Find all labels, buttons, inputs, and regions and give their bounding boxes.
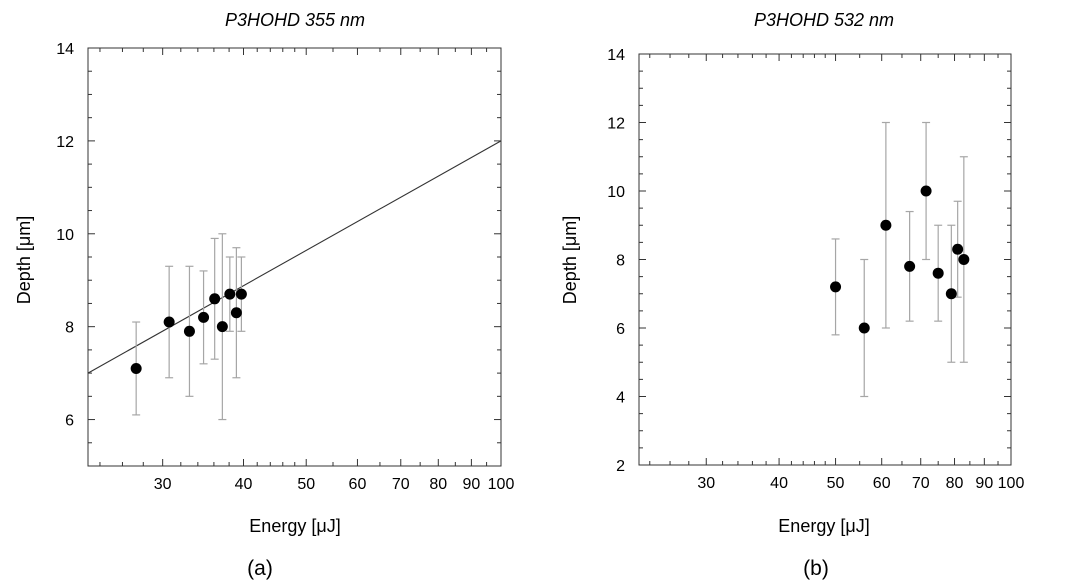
chart-b-y-tick-label: 2 [616,458,625,475]
chart-a-data-point [236,289,247,300]
chart-a-data-point [131,363,142,374]
chart-b-data-point [933,268,944,279]
chart-b-x-tick-label: 80 [946,475,964,492]
chart-b-title: P3HOHD 532 nm [754,10,894,30]
chart-a-x-tick-label: 100 [488,476,515,493]
chart-b-y-tick-label: 12 [607,116,625,133]
chart-b-frame [639,54,1011,465]
chart-a-y-tick-label: 12 [56,134,74,151]
chart-b-panel-label: (b) [803,557,829,580]
chart-a-plot-area: 6 8 10 12 14 30 40 50 60 70 80 90 100 [56,41,514,493]
chart-a-data-point [231,307,242,318]
chart-b-x-tick-label: 60 [873,475,891,492]
chart-b-plot-area: 2 4 6 8 10 12 14 30 40 50 60 70 80 90 100 [607,47,1024,492]
chart-b-x-tick-label: 90 [975,475,993,492]
chart-a-x-axis-label: Energy [μJ] [249,516,340,536]
chart-a-x-tick-label: 50 [297,476,315,493]
chart-b-y-axis-label: Depth [μm] [560,216,580,304]
chart-a-svg: P3HOHD 355 nm Energy [μJ] Depth [μm] (a)… [0,0,536,581]
chart-b-data-point [830,281,841,292]
chart-b-x-tick-label: 50 [827,475,845,492]
chart-a-data-point [217,321,228,332]
chart-b-y-tick-label: 14 [607,47,625,64]
chart-a-x-tick-label: 70 [392,476,410,493]
chart-b-x-axis-label: Energy [μJ] [778,516,869,536]
chart-b-data-point [946,288,957,299]
chart-a-x-tick-label: 60 [349,476,367,493]
chart-b-data-point [921,186,932,197]
chart-b-data-point [952,244,963,255]
chart-a-title: P3HOHD 355 nm [225,10,365,30]
chart-b-x-tick-label: 40 [770,475,788,492]
chart-a-y-tick-label: 14 [56,41,74,58]
chart-a-x-tick-label: 40 [235,476,253,493]
chart-a-y-tick-label: 6 [65,413,74,430]
chart-a-y-axis-label: Depth [μm] [14,216,34,304]
chart-a-x-tick-label: 30 [154,476,172,493]
chart-a-data-point [198,312,209,323]
chart-a-x-tick-label: 90 [462,476,480,493]
chart-b-x-tick-label: 30 [697,475,715,492]
chart-a-panel-label: (a) [247,557,273,580]
chart-a-fit-line [88,141,501,373]
chart-b-x-tick-label: 70 [912,475,930,492]
chart-a-data-point [209,293,220,304]
chart-a-data-point [164,317,175,328]
chart-b-x-tick-label: 100 [998,475,1025,492]
chart-b-y-tick-label: 8 [616,253,625,270]
chart-b-y-tick-label: 6 [616,321,625,338]
chart-b-y-tick-label: 10 [607,184,625,201]
chart-a-y-tick-label: 8 [65,320,74,337]
panel-b: P3HOHD 532 nm Energy [μJ] Depth [μm] (b)… [536,0,1072,581]
chart-a-data-point [184,326,195,337]
chart-b-data-point [904,261,915,272]
chart-b-y-tick-label: 4 [616,390,625,407]
chart-a-x-tick-label: 80 [429,476,447,493]
chart-b-data-point [958,254,969,265]
panel-a: P3HOHD 355 nm Energy [μJ] Depth [μm] (a)… [0,0,536,581]
chart-a-data-point [224,289,235,300]
chart-b-data-point [880,220,891,231]
chart-a-y-tick-label: 10 [56,227,74,244]
chart-b-data-point [859,323,870,334]
chart-b-svg: P3HOHD 532 nm Energy [μJ] Depth [μm] (b)… [536,0,1072,581]
